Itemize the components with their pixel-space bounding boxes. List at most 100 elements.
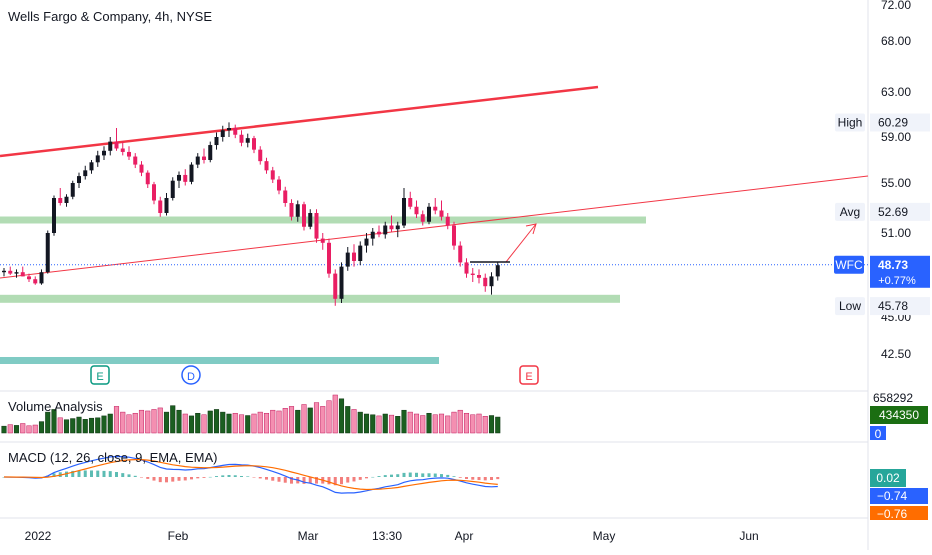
candle-body[interactable] bbox=[320, 238, 325, 243]
volume-indicator-label[interactable]: Volume Analysis bbox=[8, 399, 103, 414]
macd-histogram-bar[interactable] bbox=[227, 474, 231, 477]
volume-bar[interactable] bbox=[145, 410, 151, 434]
candle-body[interactable] bbox=[339, 266, 344, 299]
macd-histogram-bar[interactable] bbox=[265, 477, 268, 480]
macd-histogram-bar[interactable] bbox=[440, 474, 443, 477]
volume-bar[interactable] bbox=[457, 409, 463, 434]
macd-histogram-bar[interactable] bbox=[202, 477, 206, 478]
volume-bar[interactable] bbox=[407, 411, 413, 434]
candle-body[interactable] bbox=[45, 233, 50, 273]
candle-body[interactable] bbox=[345, 252, 350, 267]
volume-bar[interactable] bbox=[388, 414, 395, 434]
candle-body[interactable] bbox=[458, 245, 463, 263]
macd-histogram-bar[interactable] bbox=[458, 477, 462, 478]
macd-histogram-bar[interactable] bbox=[190, 477, 193, 480]
macd-histogram-bar[interactable] bbox=[127, 474, 131, 477]
dividend-event-marker[interactable] bbox=[181, 365, 201, 385]
candle-body[interactable] bbox=[95, 155, 100, 163]
candle-body[interactable] bbox=[139, 164, 144, 173]
macd-histogram-bar[interactable] bbox=[177, 477, 181, 481]
macd-histogram-bar[interactable] bbox=[396, 474, 400, 477]
candle-body[interactable] bbox=[77, 176, 81, 183]
candle-body[interactable] bbox=[227, 128, 231, 131]
candle-body[interactable] bbox=[252, 138, 256, 150]
volume-bar[interactable] bbox=[63, 419, 70, 434]
volume-bar[interactable] bbox=[107, 413, 113, 434]
candle-body[interactable] bbox=[477, 275, 481, 278]
candle-body[interactable] bbox=[177, 174, 181, 181]
volume-bar[interactable] bbox=[188, 415, 195, 434]
volume-bar[interactable] bbox=[482, 416, 488, 434]
volume-bar[interactable] bbox=[288, 406, 295, 434]
upper-channel-trendline[interactable] bbox=[0, 85, 599, 158]
macd-histogram-bar[interactable] bbox=[346, 477, 350, 483]
support-zone-upper[interactable] bbox=[0, 216, 646, 224]
candle-body[interactable] bbox=[358, 245, 363, 261]
macd-histogram-bar[interactable] bbox=[283, 477, 287, 483]
candle-body[interactable] bbox=[277, 179, 281, 191]
volume-bar[interactable] bbox=[201, 414, 207, 434]
volume-bar[interactable] bbox=[451, 411, 457, 434]
volume-bar[interactable] bbox=[51, 409, 57, 434]
candle-body[interactable] bbox=[495, 265, 500, 277]
candle-body[interactable] bbox=[302, 204, 306, 227]
signal-line[interactable] bbox=[4, 459, 498, 491]
macd-histogram-bar[interactable] bbox=[146, 477, 150, 479]
candle-body[interactable] bbox=[158, 200, 163, 214]
candle-body[interactable] bbox=[327, 242, 331, 274]
candle-body[interactable] bbox=[189, 164, 194, 182]
candle-body[interactable] bbox=[258, 149, 263, 162]
candle-body[interactable] bbox=[52, 198, 56, 233]
volume-bar[interactable] bbox=[432, 414, 438, 434]
macd-histogram-bar[interactable] bbox=[196, 477, 200, 479]
candle-body[interactable] bbox=[452, 225, 456, 246]
candle-body[interactable] bbox=[370, 231, 375, 239]
lower-channel-trendline[interactable] bbox=[0, 175, 869, 279]
volume-bar[interactable] bbox=[113, 406, 120, 434]
candle-body[interactable] bbox=[439, 210, 444, 217]
volume-bar[interactable] bbox=[295, 409, 301, 434]
macd-histogram-bar[interactable] bbox=[365, 477, 368, 479]
macd-histogram-bar[interactable] bbox=[390, 474, 393, 477]
candle-body[interactable] bbox=[8, 270, 13, 274]
volume-bar[interactable] bbox=[251, 413, 257, 434]
candle-body[interactable] bbox=[220, 130, 225, 137]
volume-bar[interactable] bbox=[395, 416, 401, 434]
volume-bar[interactable] bbox=[338, 398, 345, 434]
candle-body[interactable] bbox=[108, 141, 113, 151]
volume-bar[interactable] bbox=[263, 412, 270, 434]
candle-body[interactable] bbox=[120, 148, 125, 152]
volume-bar[interactable] bbox=[32, 424, 38, 434]
volume-bar[interactable] bbox=[401, 409, 407, 434]
volume-bar[interactable] bbox=[220, 411, 226, 434]
volume-bar[interactable] bbox=[382, 413, 388, 434]
macd-histogram-bar[interactable] bbox=[333, 477, 337, 486]
macd-histogram-bar[interactable] bbox=[152, 477, 156, 481]
projection-arrow[interactable] bbox=[505, 223, 537, 263]
volume-bar[interactable] bbox=[38, 421, 45, 434]
candle-body[interactable] bbox=[64, 196, 69, 203]
volume-bar[interactable] bbox=[282, 408, 288, 434]
macd-histogram-bar[interactable] bbox=[308, 477, 312, 484]
volume-bar[interactable] bbox=[182, 413, 188, 434]
macd-histogram-bar[interactable] bbox=[352, 477, 356, 482]
macd-histogram-bar[interactable] bbox=[452, 476, 456, 477]
macd-histogram-bar[interactable] bbox=[327, 477, 331, 485]
candle-body[interactable] bbox=[314, 213, 319, 239]
volume-bar[interactable] bbox=[351, 409, 357, 434]
candle-body[interactable] bbox=[427, 206, 431, 222]
candle-body[interactable] bbox=[70, 183, 75, 197]
candle-body[interactable] bbox=[352, 252, 356, 261]
macd-histogram-bar[interactable] bbox=[108, 471, 112, 477]
candle-body[interactable] bbox=[289, 203, 294, 217]
macd-histogram-bar[interactable] bbox=[408, 472, 412, 477]
macd-histogram-bar[interactable] bbox=[90, 470, 93, 477]
macd-histogram-bar[interactable] bbox=[421, 473, 425, 477]
candle-body[interactable] bbox=[483, 277, 488, 287]
candle-body[interactable] bbox=[127, 151, 131, 157]
volume-bar[interactable] bbox=[163, 411, 170, 434]
candle-body[interactable] bbox=[420, 214, 425, 222]
macd-histogram-bar[interactable] bbox=[171, 477, 175, 482]
candle-body[interactable] bbox=[283, 190, 288, 204]
